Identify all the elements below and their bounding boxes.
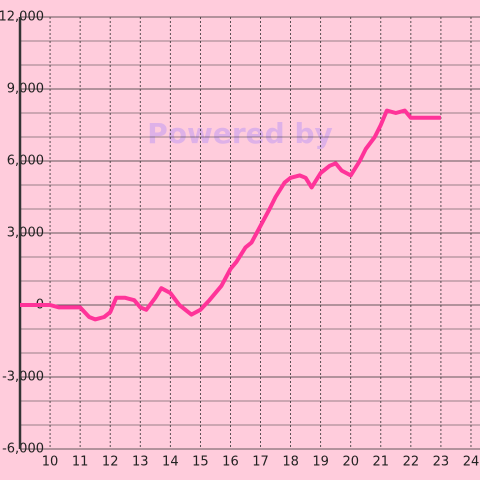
x-tick-label: 18	[282, 455, 299, 470]
line	[20, 108, 441, 322]
watermark: Powered by	[147, 117, 333, 150]
x-tick-label: 24	[463, 455, 480, 470]
x-tick-label: 10	[42, 455, 59, 470]
y-tick-label: 12,000	[0, 10, 44, 25]
x-tick-label: 16	[222, 455, 239, 470]
x-tick-label: 14	[162, 455, 179, 470]
y-tick-label: 9,000	[7, 82, 44, 97]
x-tick-label: 20	[342, 455, 359, 470]
x-tick-label: 21	[373, 455, 390, 470]
x-tick-label: 12	[102, 455, 119, 470]
x-tick-label: 19	[312, 455, 329, 470]
y-tick-label: -6,000	[2, 442, 44, 457]
x-tick-label: 23	[433, 455, 450, 470]
x-tick-label: 11	[72, 455, 89, 470]
y-tick-label: 6,000	[7, 154, 44, 169]
x-tick-label: 13	[132, 455, 149, 470]
y-tick-label: 3,000	[7, 226, 44, 241]
x-tick-label: 17	[252, 455, 269, 470]
y-tick-label: -3,000	[2, 370, 44, 385]
x-tick-label: 22	[403, 455, 420, 470]
x-tick-label: 15	[192, 455, 209, 470]
